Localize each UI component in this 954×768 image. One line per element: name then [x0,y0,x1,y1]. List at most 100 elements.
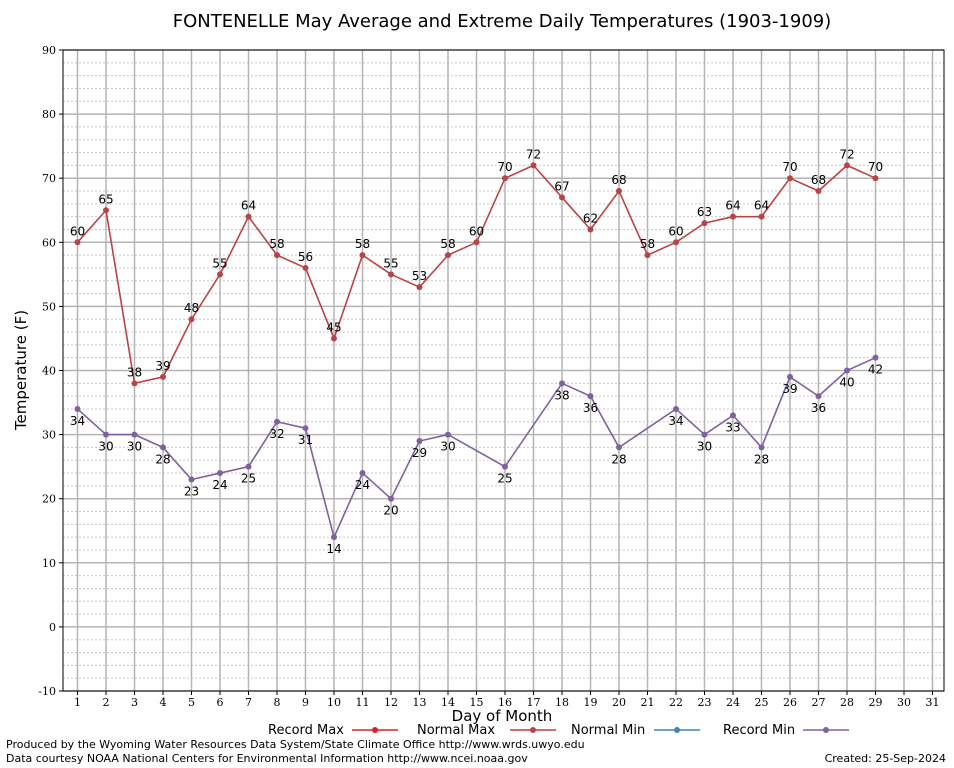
x-tick-label: 13 [413,696,427,709]
normal-max-data-label: 58 [269,237,284,251]
record-min-data-label: 28 [155,452,170,466]
record-min-point [274,418,280,425]
record-min-data-label: 31 [298,433,313,447]
normal-max-point [872,175,879,182]
normal-max-data-label: 63 [697,205,712,219]
x-tick-label: 17 [527,696,541,709]
normal-max-point [644,252,651,259]
x-tick-label: 27 [812,696,826,709]
record-min-data-label: 25 [241,472,256,486]
x-tick-label: 26 [783,696,797,709]
record-min-point [416,438,423,445]
record-min-point [815,393,822,400]
x-tick-label: 3 [131,696,138,709]
normal-max-data-label: 55 [383,256,398,270]
normal-max-data-label: 67 [554,179,569,193]
major-gridlines [63,49,944,692]
record-min-point [188,476,195,483]
x-tick-label: 22 [669,696,683,709]
record-min-data-label: 20 [383,504,398,518]
x-tick-label: 19 [584,696,598,709]
record-min-data-label: 36 [583,401,598,415]
record-min-data-label: 30 [440,440,455,454]
normal-max-point [758,213,765,220]
normal-max-point [274,252,280,259]
x-tick-label: 18 [555,696,569,709]
legend-marker-normal-max [530,727,536,733]
x-axis-ticks: 1 2 3 4 5 6 7 8 9 10 11 12 13 14 15 16 17 18 19 20 21 22 23 24 2… [74,691,940,709]
normal-max-point [587,226,594,233]
normal-max-data-label: 45 [326,320,341,334]
record-min-data-label: 36 [811,401,826,415]
normal-max-data-label: 70 [868,160,883,174]
normal-max-point [673,239,679,246]
x-tick-label: 6 [217,696,224,709]
record-min-data-label: 24 [212,478,227,492]
x-tick-label: 23 [698,696,712,709]
normal-max-point [616,188,622,195]
record-min-data-label: 42 [868,363,883,377]
normal-max-data-label: 60 [469,224,484,238]
y-tick-label: 60 [42,236,56,249]
x-tick-label: 16 [498,696,512,709]
record-min-data-label: 28 [754,452,769,466]
record-min-point [331,534,337,541]
x-tick-label: 20 [612,696,626,709]
chart-title: FONTENELLE May Average and Extreme Daily… [173,11,832,32]
legend: Record Max Normal Max Normal Min Record Min [268,723,849,738]
normal-max-point [530,162,537,169]
record-min-point [131,431,138,438]
x-tick-label: 8 [274,696,281,709]
legend-label-normal-max: Normal Max [417,723,495,738]
normal-max-data-label: 72 [839,147,854,161]
x-tick-label: 11 [356,696,370,709]
normal-max-data-label: 64 [241,199,256,213]
record-min-point [445,431,451,438]
x-tick-label: 21 [641,696,655,709]
normal-max-data-label: 64 [754,199,769,213]
record-min-point [844,367,850,374]
normal-max-data-label: 38 [127,365,142,379]
record-min-point [160,444,166,451]
x-tick-label: 10 [327,696,341,709]
record-min-point [701,431,708,438]
legend-label-record-max: Record Max [268,723,344,738]
record-min-data-label: 33 [725,420,740,434]
legend-label-normal-min: Normal Min [571,723,645,738]
x-tick-label: 1 [74,696,81,709]
normal-max-data-label: 70 [782,160,797,174]
normal-max-point [188,316,195,323]
data-labels: 60 65 38 39 48 55 64 58 56 45 58 55 53 58 60 70 72 67 62 68… [70,147,883,556]
normal-max-point [701,220,708,227]
normal-max-point [217,271,223,278]
normal-max-point [359,252,366,259]
normal-max-point [245,213,252,220]
x-tick-label: 5 [188,696,195,709]
normal-max-data-label: 68 [611,173,626,187]
record-min-point [245,463,252,470]
record-min-point [103,431,109,438]
record-min-data-label: 14 [326,542,341,556]
normal-max-data-label: 48 [184,301,199,315]
normal-max-point [502,175,508,182]
x-tick-label: 12 [384,696,398,709]
legend-label-record-min: Record Min [723,723,795,738]
record-min-point [872,354,879,361]
record-min-point [559,380,565,387]
normal-max-point [445,252,451,259]
x-tick-label: 9 [302,696,309,709]
normal-max-point [74,239,81,246]
normal-max-point [473,239,480,246]
record-min-data-label: 29 [412,446,427,460]
record-min-data-label: 28 [611,452,626,466]
y-tick-label: 70 [42,172,56,185]
record-min-data-label: 34 [70,414,85,428]
normal-max-point [103,207,109,214]
y-tick-label: 80 [42,108,56,121]
legend-marker-normal-min [674,727,680,733]
x-tick-label: 30 [897,696,911,709]
record-min-data-label: 30 [98,440,113,454]
normal-max-data-label: 70 [497,160,512,174]
y-tick-label: -10 [38,685,56,698]
